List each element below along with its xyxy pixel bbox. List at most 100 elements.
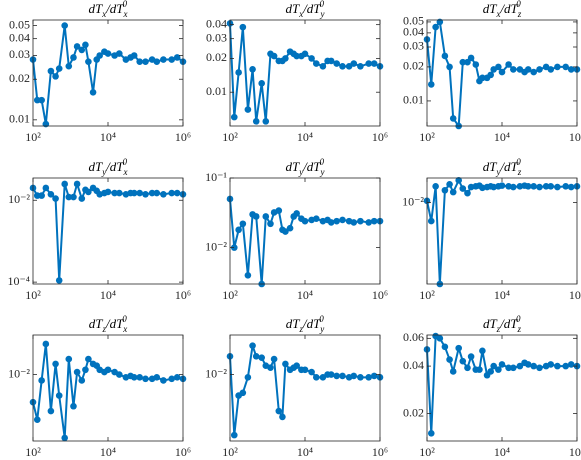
marker (136, 58, 143, 65)
x-tick-label: 10⁴ (494, 445, 510, 459)
title-part: 0 (516, 0, 521, 9)
marker (235, 69, 242, 76)
marker (490, 362, 497, 370)
title-part: y (319, 324, 324, 334)
marker (327, 57, 335, 65)
marker (542, 183, 550, 190)
x-tick-label: 10⁴ (494, 130, 510, 144)
panel-title: dTy/dTx0 (88, 157, 127, 177)
marker (312, 215, 320, 223)
plot-area (230, 178, 380, 284)
marker (82, 366, 89, 374)
plot (423, 18, 581, 130)
title-part: z (517, 9, 522, 19)
marker (52, 195, 59, 202)
marker (104, 50, 112, 57)
title-part: /dT (302, 159, 321, 174)
marker (279, 413, 286, 421)
marker (142, 375, 149, 383)
title-part: x (495, 9, 500, 19)
title-part: dT (483, 1, 498, 16)
marker (567, 183, 575, 191)
title-part: 0 (122, 314, 127, 324)
panel-title: dTx/dTz0 (483, 0, 522, 19)
marker (441, 343, 449, 351)
marker (47, 407, 55, 415)
marker (327, 219, 335, 226)
x-tick-label: 10⁴ (100, 130, 116, 144)
y-tick-label: 10⁻⁴ (7, 274, 30, 288)
marker (530, 183, 537, 190)
x-tick-label: 10⁶ (372, 288, 388, 302)
title-part: dT (286, 316, 301, 331)
title-part: dT (483, 316, 498, 331)
marker (487, 71, 495, 79)
marker (333, 372, 340, 380)
marker (82, 41, 89, 49)
title-part: dT (285, 159, 300, 174)
title-part: x (123, 9, 128, 19)
x-tick-label: 10⁶ (372, 445, 388, 459)
marker (427, 81, 435, 88)
marker (70, 54, 77, 61)
panel-title: dTz/dTx0 (89, 314, 128, 334)
marker (286, 224, 294, 232)
marker (464, 364, 471, 372)
panel: 10² 10⁴ 10⁶ 10⁻² dTy/dTz0 (402, 157, 581, 302)
marker (96, 52, 103, 59)
marker (459, 357, 467, 365)
marker (252, 118, 260, 125)
marker (262, 118, 270, 125)
marker (42, 340, 50, 348)
marker (173, 54, 181, 61)
marker (252, 353, 260, 360)
marker (455, 177, 462, 184)
marker (464, 189, 471, 197)
marker (365, 60, 373, 67)
marker (567, 66, 575, 73)
panel: 10² 10⁴ 10⁶ 10⁻² dTz/dTx0 (8, 314, 191, 459)
marker (130, 52, 138, 59)
marker (339, 216, 346, 224)
marker (78, 195, 86, 202)
title-part: y (320, 9, 325, 19)
y-tick-label: 10⁻² (8, 192, 30, 206)
marker (509, 183, 517, 191)
marker (168, 56, 176, 63)
marker (495, 366, 502, 373)
marker (432, 183, 439, 190)
title-part: z (101, 324, 106, 334)
plot (29, 22, 187, 128)
marker (61, 180, 68, 188)
plot-area (33, 335, 183, 441)
marker (282, 55, 289, 62)
panel-title: dTx/dTx0 (88, 0, 127, 19)
title-part: 0 (123, 0, 128, 9)
title-part: z (298, 324, 303, 334)
title-part: 0 (320, 0, 325, 9)
marker (70, 402, 77, 410)
y-tick-label: 10⁻² (8, 366, 30, 380)
marker (270, 355, 278, 363)
marker (85, 355, 92, 363)
marker (530, 362, 537, 370)
marker (301, 217, 309, 225)
marker (42, 184, 50, 192)
marker (357, 63, 364, 70)
title-part: /dT (499, 1, 518, 16)
marker (427, 429, 435, 437)
plot-area (427, 178, 577, 284)
marker (239, 23, 247, 31)
marker (153, 374, 161, 381)
y-tick-label: 0.05 (403, 14, 424, 28)
marker (173, 189, 181, 197)
marker (455, 344, 462, 352)
panel-title: dTy/dTy0 (285, 157, 324, 177)
title-part: z (517, 167, 522, 177)
marker (275, 407, 283, 415)
marker (467, 54, 475, 62)
marker (173, 374, 181, 381)
marker (65, 355, 73, 363)
marker (160, 377, 167, 384)
